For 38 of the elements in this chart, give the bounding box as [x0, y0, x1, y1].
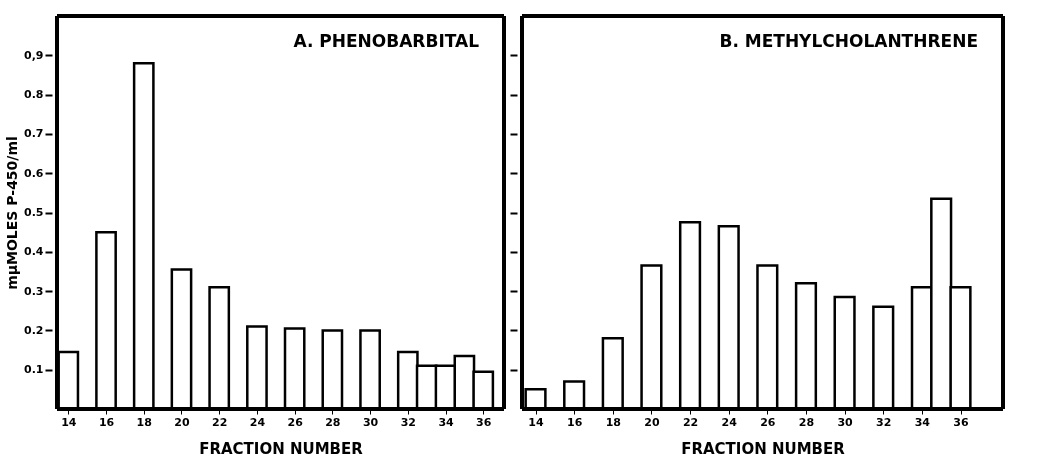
x-axis-title: FRACTION NUMBER [199, 439, 364, 458]
x-tick-label: 16 [98, 415, 115, 429]
x-tick-label: 36 [476, 415, 492, 429]
x-tick-label: 14 [528, 415, 545, 429]
annotation: A. PHENOBARBITAL [293, 31, 480, 51]
x-tick-label: 14 [61, 415, 77, 429]
x-tick-label: 20 [644, 415, 660, 429]
y-tick-label: 0.7 [24, 127, 44, 141]
x-tick-label: 32 [876, 415, 892, 429]
x-tick-label: 28 [325, 415, 341, 429]
x-tick-label: 34 [438, 415, 455, 429]
x-tick-label: 28 [798, 415, 815, 429]
annotation: B. METHYLCHOLANTHRENE [719, 31, 978, 51]
y-tick-label: 0.2 [24, 323, 44, 337]
x-axis-title: FRACTION NUMBER [681, 439, 846, 458]
y-tick-label: 0.3 [24, 284, 44, 298]
x-tick-label: 30 [362, 415, 379, 429]
x-tick-label: 16 [567, 415, 583, 429]
y-tick-label: 0.5 [24, 206, 44, 219]
x-tick-label: 18 [136, 415, 152, 429]
x-tick-label: 26 [287, 415, 304, 429]
x-tick-label: 30 [837, 415, 854, 429]
x-tick-label: 32 [400, 415, 416, 429]
x-tick-label: 22 [682, 415, 699, 429]
x-tick-label: 20 [174, 415, 190, 429]
x-tick-label: 18 [605, 415, 621, 429]
x-tick-label: 22 [212, 415, 228, 429]
y-tick-label: 0.8 [24, 88, 44, 102]
x-tick-label: 26 [760, 415, 776, 429]
x-tick-label: 36 [953, 415, 969, 429]
y-tick-label: 0.6 [24, 166, 44, 180]
y-tick-label: 0.4 [24, 245, 44, 259]
y-axis-title: mμMOLES P-450/ml [4, 136, 21, 290]
x-tick-label: 24 [721, 415, 738, 429]
y-tick-label: 0.1 [24, 363, 44, 377]
y-tick-label: 0,9 [24, 48, 44, 62]
x-tick-label: 34 [914, 415, 931, 429]
x-tick-label: 24 [249, 415, 266, 429]
